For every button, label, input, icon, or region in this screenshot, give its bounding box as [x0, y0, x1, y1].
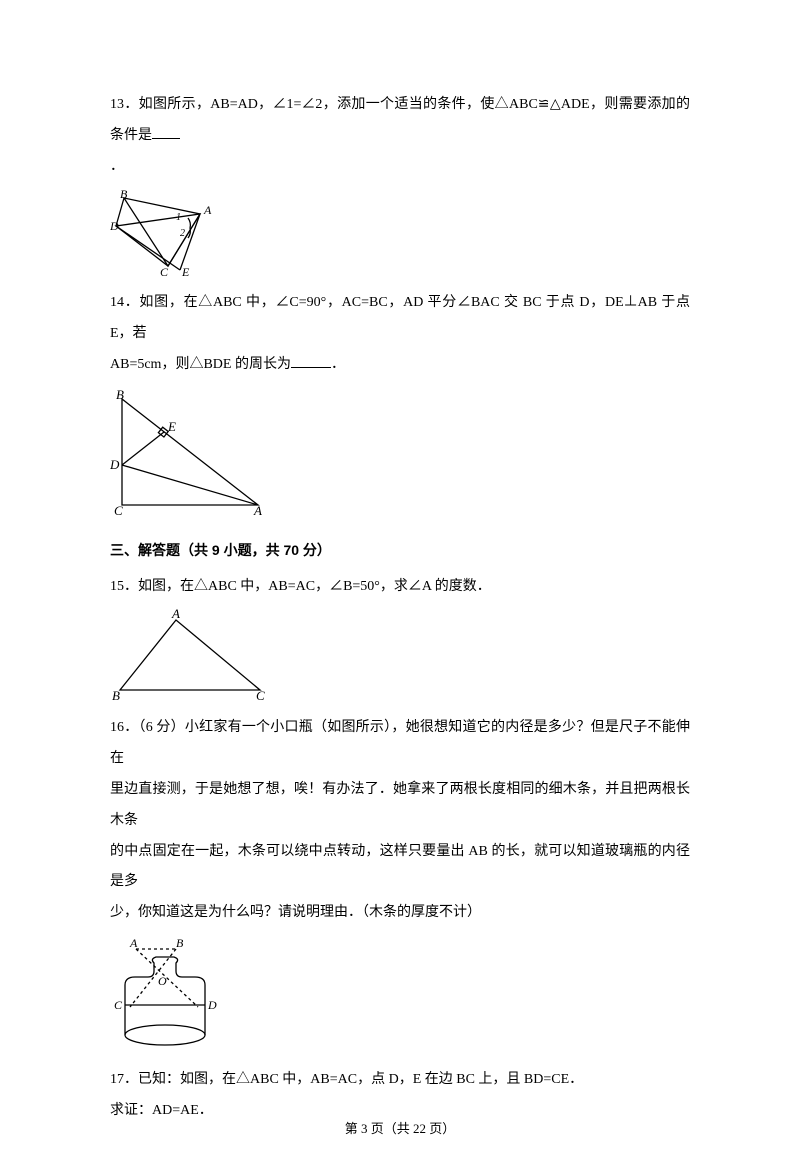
q15-figure: A B C [110, 608, 690, 703]
section3-head: 三、解答题（共 9 小题，共 70 分） [110, 535, 690, 566]
q14-figure: B E D C A [110, 387, 690, 517]
q16-label-D: D [207, 998, 217, 1012]
page-footer: 第 3 页（共 22 页） [0, 1118, 800, 1137]
q13-dot: ． [110, 152, 690, 183]
q13-body: 13．如图所示，AB=AD，∠1=∠2，添加一个适当的条件，使△ABC≌△ADE… [110, 97, 690, 143]
q14-label-B: B [116, 387, 124, 402]
q14-blank [291, 353, 331, 368]
q16-label-A: A [129, 936, 138, 950]
footer-middle: 页（共 [367, 1121, 413, 1136]
q15-label-C: C [256, 688, 265, 703]
q14-suffix: ． [331, 357, 345, 372]
q14-label-A: A [253, 503, 262, 517]
q14-label-D: D [110, 457, 120, 472]
page: 13．如图所示，AB=AD，∠1=∠2，添加一个适当的条件，使△ABC≌△ADE… [0, 0, 800, 1167]
q16-label-C: C [114, 998, 123, 1012]
q14-text2: AB=5cm，则△BDE 的周长为 ． [110, 350, 690, 381]
q13-label-B: B [120, 188, 128, 201]
q15-text: 15．如图，在△ABC 中，AB=AC，∠B=50°，求∠A 的度数． [110, 572, 690, 603]
q16-l3: 的中点固定在一起，木条可以绕中点转动，这样只要量出 AB 的长，就可以知道玻璃瓶… [110, 837, 690, 899]
q16-label-B: B [176, 936, 184, 950]
q13-label-1: 1 [176, 212, 181, 223]
q13-label-C: C [160, 265, 169, 278]
q13-label-D: D [110, 219, 119, 233]
q15-label-B: B [112, 688, 120, 703]
footer-suffix: 页） [426, 1121, 455, 1136]
q13-text: 13．如图所示，AB=AD，∠1=∠2，添加一个适当的条件，使△ABC≌△ADE… [110, 90, 690, 152]
footer-total: 22 [413, 1121, 426, 1136]
q13-figure: B D A C E 1 2 [110, 188, 690, 278]
q14-prefix: AB=5cm，则△BDE 的周长为 [110, 357, 291, 372]
q15-label-A: A [171, 608, 180, 621]
q14-label-C: C [114, 503, 123, 517]
q16-figure: A B C D O [110, 935, 690, 1055]
q16-l1: 16．（6 分）小红家有一个小口瓶（如图所示），她很想知道它的内径是多少？但是尺… [110, 713, 690, 775]
q16-label-O: O [158, 974, 167, 988]
q17-l1: 17．已知：如图，在△ABC 中，AB=AC，点 D，E 在边 BC 上，且 B… [110, 1065, 690, 1096]
q13-label-A: A [203, 203, 212, 217]
q14-text1: 14．如图，在△ABC 中，∠C=90°，AC=BC，AD 平分∠BAC 交 B… [110, 288, 690, 350]
q16-l4: 少，你知道这是为什么吗？请说明理由．（木条的厚度不计） [110, 898, 690, 929]
q13-blank [152, 124, 180, 139]
q16-l2: 里边直接测，于是她想了想，唉！有办法了．她拿来了两根长度相同的细木条，并且把两根… [110, 775, 690, 837]
footer-prefix: 第 [345, 1121, 361, 1136]
q13-label-E: E [181, 265, 190, 278]
q14-label-E: E [167, 419, 176, 434]
q13-label-2: 2 [180, 228, 185, 239]
